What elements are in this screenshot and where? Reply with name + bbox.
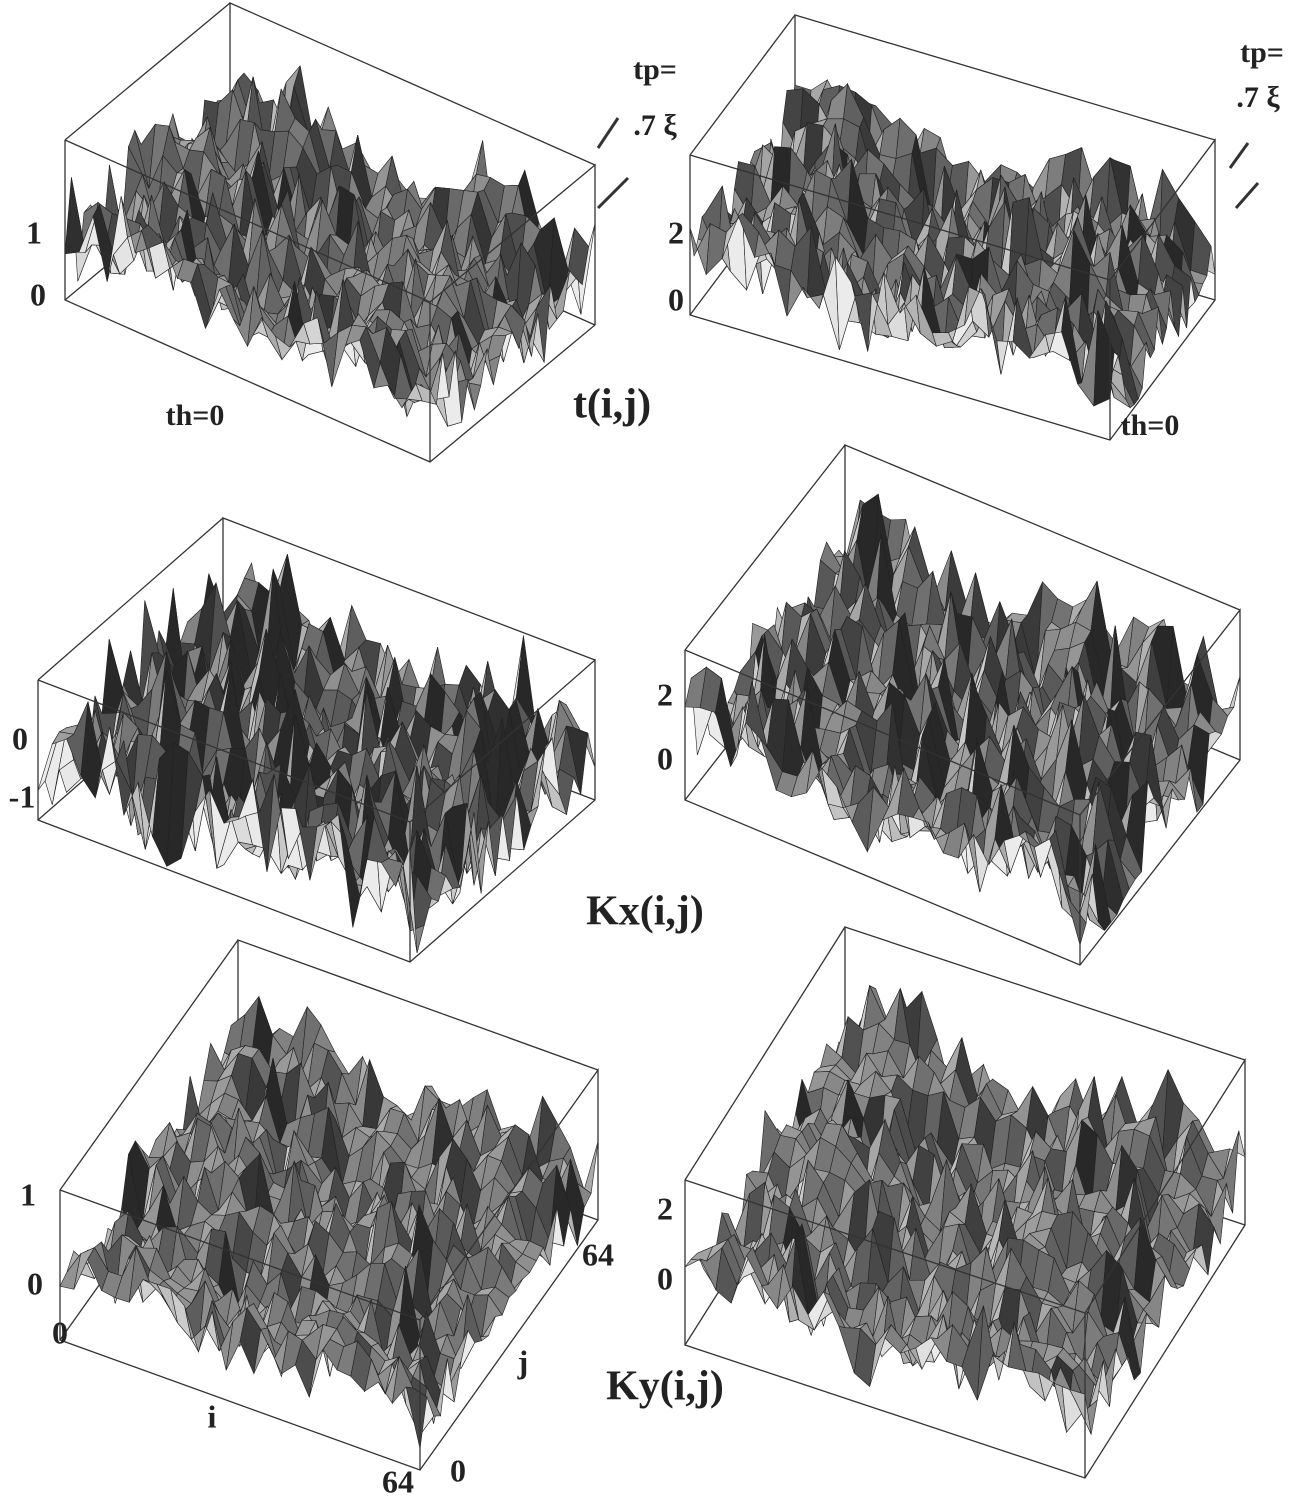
surface — [690, 15, 1215, 440]
row-label: Kx(i,j) — [586, 889, 704, 935]
surface — [685, 927, 1245, 1478]
page: {"rows": [ {"label": "t(i,j)", "panels":… — [0, 0, 1302, 1504]
box-edge — [690, 15, 795, 155]
z-tick-label: 0 — [668, 281, 684, 317]
z-tick-label: 2 — [657, 676, 673, 712]
z-tick-label: 2 — [657, 1190, 673, 1226]
z-tick-label: 0 — [30, 276, 46, 312]
marker — [598, 178, 628, 208]
th-label: th=0 — [1121, 409, 1180, 442]
z-tick-label: -1 — [9, 778, 36, 814]
j-tick-label: 64 — [582, 1236, 614, 1272]
marker — [598, 118, 618, 148]
i-label: i — [208, 1398, 217, 1434]
surface — [685, 445, 1240, 965]
surface-cell — [65, 177, 85, 253]
z-tick-label: 0 — [12, 720, 28, 756]
tp-label: tp= — [1240, 36, 1284, 69]
surface — [60, 940, 598, 1470]
z-tick-label: 0 — [657, 740, 673, 776]
row-label: Ky(i,j) — [606, 1364, 724, 1410]
tp-value: .7 ξ — [1236, 81, 1280, 114]
surface — [65, 3, 595, 462]
i-tick-label: 0 — [52, 1314, 68, 1350]
j-label: j — [517, 1343, 529, 1379]
marker — [1236, 183, 1258, 208]
figure: 1 0 th=0 tp= .7 ξ t(i,j) 2 0 th=0 tp= .7… — [0, 0, 1302, 1504]
i-tick-label: 64 — [382, 1463, 414, 1499]
j-tick-label: 0 — [450, 1452, 466, 1488]
surface-cell — [406, 1387, 427, 1449]
z-tick-label: 1 — [20, 1176, 36, 1212]
surface — [38, 518, 595, 962]
z-tick-label: 1 — [26, 214, 42, 250]
surfaces — [38, 3, 1245, 1478]
marker — [1230, 143, 1248, 168]
row-label: t(i,j) — [573, 382, 651, 428]
z-tick-label: 0 — [657, 1260, 673, 1296]
tp-label: tp= — [633, 53, 677, 86]
z-tick-label: 0 — [27, 1265, 43, 1301]
th-label: th=0 — [166, 399, 225, 432]
z-tick-label: 2 — [668, 214, 684, 250]
tp-value: .7 ξ — [633, 109, 677, 142]
